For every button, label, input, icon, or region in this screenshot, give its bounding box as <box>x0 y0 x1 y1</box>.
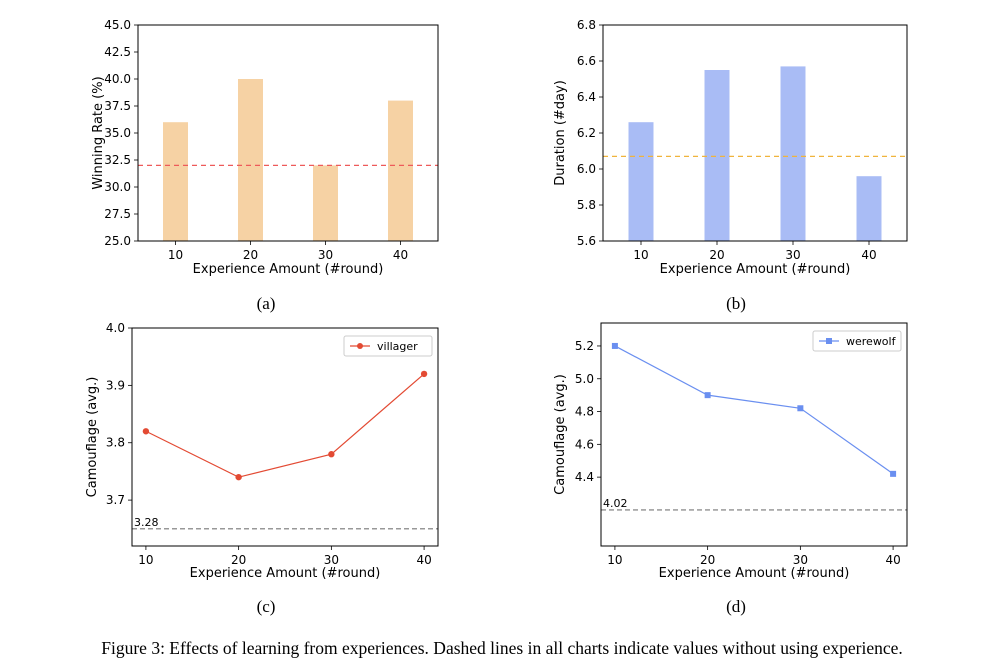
x-tick-label: 30 <box>793 553 808 567</box>
x-axis-label: Experience Amount (#round) <box>659 566 850 581</box>
x-tick-label: 10 <box>633 248 648 262</box>
y-tick-label: 3.7 <box>106 493 125 507</box>
series-line <box>614 345 894 475</box>
y-tick-label: 25.0 <box>104 234 131 248</box>
subfigure-label-d: (d) <box>726 597 746 616</box>
subfigure-label-a: (a) <box>256 294 276 313</box>
y-tick-label: 4.4 <box>575 470 594 484</box>
x-axis-label: Experience Amount (#round) <box>660 262 851 277</box>
legend-label: villager <box>377 340 418 353</box>
y-tick-label: 27.5 <box>104 207 131 221</box>
x-tick-label: 30 <box>785 248 800 262</box>
subfigure-label-b: (b) <box>726 294 746 313</box>
bar <box>780 66 806 242</box>
y-tick-label: 5.6 <box>577 234 596 248</box>
y-tick-label: 4.6 <box>575 437 594 451</box>
y-tick-label: 6.2 <box>577 126 596 140</box>
series-line <box>145 373 425 478</box>
data-point <box>890 470 897 477</box>
bar <box>313 165 338 241</box>
x-tick-label: 40 <box>885 553 900 567</box>
y-tick-label: 37.5 <box>104 99 131 113</box>
y-tick-label: 42.5 <box>104 45 131 59</box>
bar <box>628 122 654 241</box>
x-axis-label: Experience Amount (#round) <box>193 262 384 277</box>
y-axis-label: Camouflage (avg.) <box>553 374 568 495</box>
chart-duration: 5.6 5.8 6.0 6.2 6.4 6.6 6.8 10 20 30 40 Experience … <box>553 18 908 277</box>
y-tick-label: 6.4 <box>577 90 596 104</box>
data-point <box>142 428 150 435</box>
bar <box>163 122 188 241</box>
y-tick-label: 35.0 <box>104 126 131 140</box>
bar <box>856 176 882 241</box>
x-tick-label: 40 <box>861 248 876 262</box>
bar <box>704 70 730 241</box>
y-tick-label: 5.2 <box>575 339 594 353</box>
legend-marker <box>357 343 363 349</box>
legend-frame <box>812 330 902 352</box>
y-tick-label: 6.6 <box>577 54 596 68</box>
x-tick-label: 30 <box>318 248 333 262</box>
data-point <box>611 342 618 349</box>
legend: villager <box>343 335 433 357</box>
data-point <box>235 473 242 481</box>
bar <box>388 100 413 241</box>
y-tick-label: 3.9 <box>106 378 125 392</box>
x-tick-label: 20 <box>243 248 258 262</box>
x-tick-label: 40 <box>393 248 408 262</box>
y-tick-label: 5.0 <box>575 372 594 386</box>
baseline-label: 3.28 <box>134 516 159 529</box>
data-point <box>420 370 428 378</box>
y-tick-label: 4.0 <box>106 321 125 335</box>
y-tick-label: 45.0 <box>104 18 131 32</box>
y-axis-label: Camouflage (avg.) <box>85 377 100 498</box>
legend: werewolf <box>812 330 902 352</box>
x-tick-label: 20 <box>700 553 715 567</box>
chart-camouflage-werewolf: 4.4 4.6 4.8 5.0 5.2 10 20 30 40 4.02 werewolf Exper… <box>553 322 908 581</box>
y-tick-label: 4.8 <box>575 405 594 419</box>
plot-frame <box>600 322 908 547</box>
figure-caption: Figure 3: Effects of learning from exper… <box>101 638 903 658</box>
chart-winning-rate: 25.0 27.5 30.0 32.5 35.0 37.5 40.0 42.5 45.0 10 20… <box>91 18 439 277</box>
x-axis-label: Experience Amount (#round) <box>190 566 381 581</box>
data-point <box>328 451 335 458</box>
y-tick-label: 6.8 <box>577 18 596 32</box>
y-tick-label: 40.0 <box>104 72 131 86</box>
legend-label: werewolf <box>846 335 897 348</box>
data-point <box>704 392 711 399</box>
y-axis-label: Winning Rate (%) <box>91 76 106 189</box>
bar <box>238 79 263 241</box>
legend-frame <box>343 335 433 357</box>
data-point <box>797 405 804 412</box>
x-tick-label: 20 <box>709 248 724 262</box>
legend-marker <box>826 338 832 344</box>
y-axis-label: Duration (#day) <box>553 80 568 186</box>
y-tick-label: 32.5 <box>104 153 131 167</box>
y-tick-label: 30.0 <box>104 180 131 194</box>
x-tick-label: 10 <box>168 248 183 262</box>
plot-frame <box>131 327 439 547</box>
y-tick-label: 6.0 <box>577 162 596 176</box>
y-tick-label: 5.8 <box>577 198 596 212</box>
subfigure-label-c: (c) <box>256 597 276 616</box>
x-tick-label: 40 <box>416 553 431 567</box>
x-tick-label: 10 <box>607 553 622 567</box>
y-tick-label: 3.8 <box>106 436 125 450</box>
x-tick-label: 30 <box>324 553 339 567</box>
baseline-label: 4.02 <box>603 497 628 510</box>
plot-frame <box>602 24 908 242</box>
x-tick-label: 10 <box>138 553 153 567</box>
chart-camouflage-villager: 3.7 3.8 3.9 4.0 10 20 30 40 3.28 villager Experien… <box>85 321 439 581</box>
plot-frame <box>137 24 439 242</box>
x-tick-label: 20 <box>231 553 246 567</box>
